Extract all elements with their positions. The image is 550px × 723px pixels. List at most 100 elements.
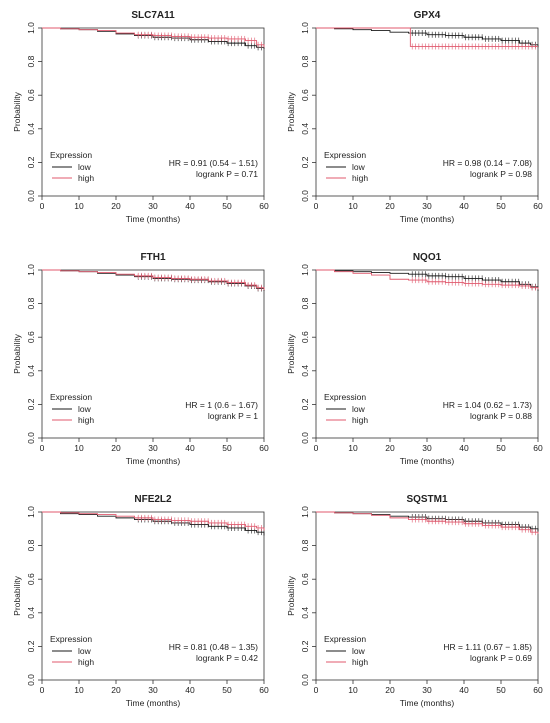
x-tick-label: 30	[148, 685, 158, 695]
x-tick-label: 50	[496, 443, 506, 453]
legend-label-high: high	[78, 415, 94, 425]
legend-label-high: high	[352, 415, 368, 425]
logrank-p: logrank P = 0.98	[470, 169, 532, 179]
x-tick-label: 20	[385, 443, 395, 453]
x-axis-label: Time (months)	[400, 214, 455, 224]
y-tick-label: 0.0	[300, 432, 310, 444]
x-tick-label: 10	[74, 443, 84, 453]
curve-high	[316, 269, 539, 290]
y-tick-label: 0.6	[26, 89, 36, 101]
x-tick-label: 0	[314, 201, 319, 211]
legend-label-low: low	[352, 404, 366, 414]
km-panel-sqstm1: SQSTM1 0 10 20 30 40 50 60 0.0 0.2 0.4 0.6 0.8 1.0 Tim…	[286, 494, 543, 708]
km-panel-slc7a11: SLC7A11 0 10 20 30 40 50 60 0.0 0.2 0.4 0.6 0.8 1.0 Ti…	[12, 10, 269, 224]
y-tick-label: 0.0	[26, 190, 36, 202]
curve-high	[316, 27, 538, 47]
curve-low	[42, 269, 265, 291]
legend-label-low: low	[352, 162, 366, 172]
censor-marks-high	[137, 31, 262, 48]
x-tick-label: 60	[259, 685, 269, 695]
y-tick-label: 0.0	[26, 674, 36, 686]
y-tick-label: 0.2	[300, 156, 310, 168]
y-tick-label: 0.6	[300, 331, 310, 343]
x-tick-label: 60	[533, 201, 543, 211]
y-tick-label: 0.0	[300, 190, 310, 202]
censor-marks-low	[411, 30, 536, 48]
logrank-p: logrank P = 0.69	[470, 653, 532, 663]
legend-label-low: low	[78, 162, 92, 172]
y-tick-label: 0.2	[26, 398, 36, 410]
x-tick-label: 50	[222, 685, 232, 695]
legend-label-high: high	[352, 173, 368, 183]
legend-label-high: high	[78, 657, 94, 667]
x-tick-label: 10	[348, 201, 358, 211]
x-tick-label: 0	[314, 443, 319, 453]
hazard-ratio: HR = 0.98 (0.14 − 7.08)	[443, 158, 532, 168]
x-tick-label: 60	[533, 443, 543, 453]
legend-title: Expression	[50, 392, 92, 402]
y-tick-label: 0.2	[300, 398, 310, 410]
x-tick-label: 30	[148, 201, 158, 211]
y-tick-label: 0.4	[26, 365, 36, 377]
legend-title: Expression	[50, 150, 92, 160]
x-tick-label: 40	[185, 685, 195, 695]
curve-low	[42, 511, 265, 536]
y-tick-label: 0.4	[300, 607, 310, 619]
censor-marks-high	[137, 272, 262, 291]
x-tick-label: 60	[259, 443, 269, 453]
x-tick-label: 40	[185, 201, 195, 211]
x-tick-label: 40	[185, 443, 195, 453]
x-tick-label: 10	[348, 685, 358, 695]
hazard-ratio: HR = 1 (0.6 − 1.67)	[185, 400, 258, 410]
curve-high	[316, 511, 539, 534]
y-axis-label: Probability	[12, 91, 22, 131]
x-tick-label: 20	[385, 201, 395, 211]
y-tick-label: 0.0	[300, 674, 310, 686]
y-axis-label: Probability	[286, 91, 296, 131]
km-panel-gpx4: GPX4 0 10 20 30 40 50 60 0.0 0.2 0.4 0.6 0.8 1.0 Time …	[286, 10, 543, 224]
panel-title: SLC7A11	[131, 10, 175, 21]
panel-title: NQO1	[413, 252, 442, 263]
km-panel-nqo1: NQO1 0 10 20 30 40 50 60 0.0 0.2 0.4 0.6 0.8 1.0 Time …	[286, 252, 543, 466]
y-tick-label: 0.4	[26, 607, 36, 619]
y-tick-label: 0.8	[26, 297, 36, 309]
y-tick-label: 0.4	[26, 123, 36, 135]
x-tick-label: 50	[222, 201, 232, 211]
y-tick-label: 0.6	[26, 331, 36, 343]
x-tick-label: 0	[40, 443, 45, 453]
legend-label-low: low	[352, 646, 366, 656]
x-tick-label: 10	[348, 443, 358, 453]
x-tick-label: 40	[459, 443, 469, 453]
y-tick-label: 0.8	[300, 539, 310, 551]
x-axis-label: Time (months)	[126, 698, 181, 708]
x-tick-label: 20	[111, 201, 121, 211]
y-tick-label: 0.6	[300, 573, 310, 585]
hazard-ratio: HR = 1.04 (0.62 − 1.73)	[443, 400, 532, 410]
x-tick-label: 30	[148, 443, 158, 453]
censor-marks-high	[411, 516, 536, 536]
y-axis-label: Probability	[12, 333, 22, 373]
x-tick-label: 50	[496, 685, 506, 695]
y-tick-label: 1.0	[300, 506, 310, 518]
km-panel-fth1: FTH1 0 10 20 30 40 50 60 0.0 0.2 0.4 0.6 0.8 1.0 Time …	[12, 252, 269, 466]
x-tick-label: 50	[222, 443, 232, 453]
x-tick-label: 60	[259, 201, 269, 211]
curve-low	[316, 27, 539, 48]
y-tick-label: 0.4	[300, 365, 310, 377]
x-tick-label: 30	[422, 201, 432, 211]
x-tick-label: 20	[385, 685, 395, 695]
y-tick-label: 0.2	[26, 640, 36, 652]
legend-label-high: high	[352, 657, 368, 667]
y-tick-label: 0.2	[300, 640, 310, 652]
legend-title: Expression	[324, 392, 366, 402]
x-tick-label: 30	[422, 685, 432, 695]
x-axis-label: Time (months)	[400, 698, 455, 708]
curve-high	[42, 269, 265, 291]
panel-title: GPX4	[414, 10, 441, 21]
y-tick-label: 1.0	[300, 22, 310, 34]
legend-title: Expression	[324, 634, 366, 644]
y-tick-label: 1.0	[26, 506, 36, 518]
legend-label-high: high	[78, 173, 94, 183]
y-tick-label: 1.0	[26, 264, 36, 276]
y-tick-label: 0.8	[300, 297, 310, 309]
